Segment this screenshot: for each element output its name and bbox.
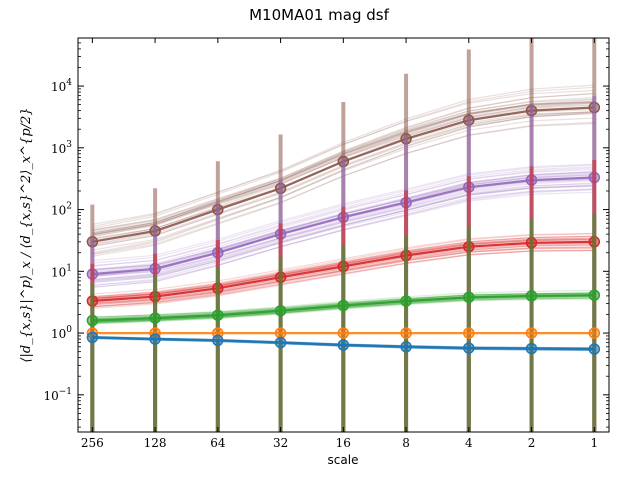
data-point — [274, 336, 287, 349]
series-trace — [92, 92, 595, 238]
x-tick-label: 1 — [590, 436, 598, 450]
series-trace — [92, 98, 595, 231]
x-tick-label: 256 — [81, 436, 104, 450]
x-tick-label: 32 — [273, 436, 288, 450]
data-point — [463, 327, 475, 339]
series-trace — [92, 164, 595, 264]
series-trace — [92, 101, 595, 234]
data-point — [525, 342, 538, 355]
series-trace — [92, 101, 595, 236]
series-1 — [86, 327, 601, 339]
y-tick-label: 100 — [51, 325, 72, 341]
data-point — [588, 343, 601, 355]
x-tick-label: 2 — [528, 436, 536, 450]
series-0 — [86, 331, 601, 355]
x-tick-label: 64 — [210, 436, 226, 450]
data-point — [525, 327, 538, 339]
series-trace — [92, 101, 595, 231]
data-point — [400, 341, 412, 353]
data-point — [588, 289, 601, 301]
y-tick-label: 10−1 — [43, 387, 72, 403]
x-tick-label: 8 — [402, 436, 410, 450]
data-point — [212, 309, 224, 321]
data-point — [400, 295, 412, 307]
data-point — [274, 327, 287, 339]
data-point — [463, 342, 475, 354]
data-point — [212, 334, 224, 347]
data-point — [86, 331, 99, 344]
data-point — [86, 314, 99, 327]
y-axis: 10−1 100 101 102 103 104 — [43, 37, 609, 428]
data-point — [463, 291, 475, 304]
x-tick-label: 16 — [336, 436, 351, 450]
data-point — [337, 327, 350, 339]
x-tick-label: 128 — [144, 436, 167, 450]
data-point — [400, 327, 412, 339]
series-trace — [92, 93, 595, 235]
series-2 — [86, 213, 601, 432]
series-trace — [92, 97, 595, 236]
data-point — [149, 312, 161, 324]
series-trace — [92, 100, 595, 234]
x-tick-label: 4 — [465, 436, 473, 450]
y-axis-label: ⟨|d_{x,s}|^p⟩_x / ⟨d_{x,s}^2⟩_x^{p/2} — [19, 107, 34, 362]
data-point — [149, 333, 161, 345]
series-trace — [92, 86, 595, 229]
data-point — [337, 339, 350, 351]
series-layer — [86, 38, 601, 432]
x-axis-label: scale — [328, 453, 359, 467]
chart-title: M10MA01 mag dsf — [249, 6, 390, 24]
y-tick-label: 102 — [51, 202, 72, 218]
x-axis: 256 128 64 32 16 8 4 2 1 — [81, 38, 598, 450]
series-trace — [92, 89, 595, 225]
data-point — [337, 299, 350, 312]
data-point — [588, 327, 601, 339]
data-point — [525, 290, 538, 302]
series-trace — [92, 84, 595, 227]
y-tick-label: 104 — [51, 78, 72, 94]
y-tick-label: 101 — [51, 263, 72, 279]
data-point — [274, 304, 287, 317]
series-trace — [92, 101, 595, 232]
series-trace — [92, 163, 595, 262]
series-trace — [92, 102, 595, 234]
y-tick-label: 103 — [51, 140, 72, 156]
